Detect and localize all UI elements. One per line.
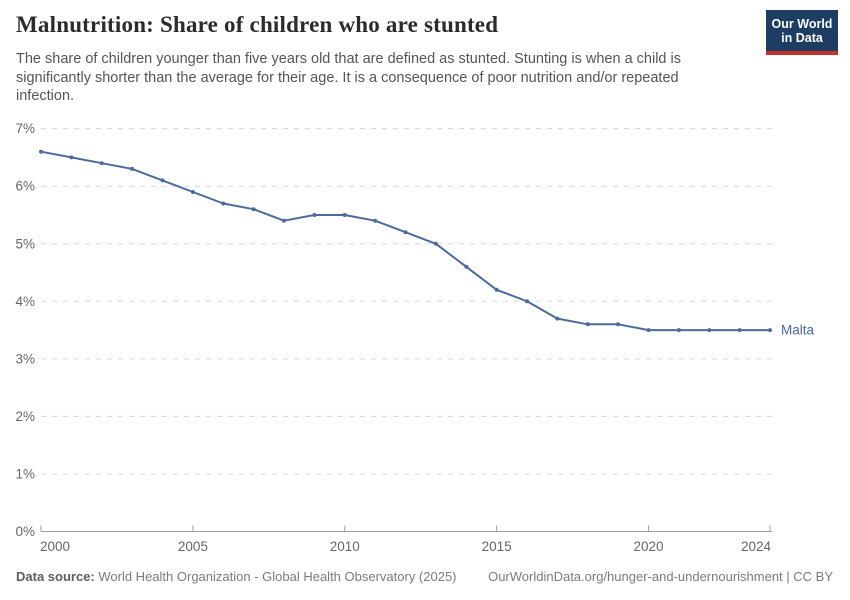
data-point[interactable]	[707, 328, 712, 333]
data-point[interactable]	[190, 190, 195, 194]
data-point[interactable]	[555, 316, 560, 321]
chart-footer: Data source: World Health Organization -…	[16, 569, 833, 584]
y-axis-label: 7%	[15, 121, 35, 136]
y-axis-label: 2%	[15, 409, 35, 424]
chart-subtitle: The share of children younger than five …	[16, 51, 681, 104]
data-point[interactable]	[585, 322, 590, 327]
owid-logo-line2: in Data	[781, 31, 823, 45]
data-point[interactable]	[39, 149, 43, 154]
footer-link[interactable]: OurWorldinData.org/hunger-and-undernouri…	[488, 569, 833, 584]
data-point[interactable]	[433, 241, 438, 246]
x-axis-label: 2010	[330, 539, 360, 554]
data-point[interactable]	[616, 322, 621, 327]
data-point[interactable]	[676, 328, 681, 333]
y-axis-label: 4%	[15, 294, 35, 309]
y-axis-label: 1%	[15, 466, 35, 481]
page-title: Malnutrition: Share of children who are …	[16, 12, 499, 37]
x-axis-label: 2005	[178, 539, 208, 554]
x-axis-label: 2020	[633, 539, 663, 554]
data-source: Data source: World Health Organization -…	[16, 569, 457, 584]
data-point[interactable]	[221, 201, 226, 206]
data-point[interactable]	[403, 230, 408, 235]
data-point[interactable]	[312, 213, 317, 217]
owid-logo-line1: Our World	[771, 17, 833, 31]
y-axis-label: 5%	[15, 236, 35, 251]
data-point[interactable]	[494, 287, 499, 292]
data-point[interactable]	[737, 328, 742, 333]
x-axis-label: 2015	[482, 539, 512, 554]
data-point[interactable]	[160, 178, 165, 183]
series-line	[40, 150, 771, 332]
y-axis-label: 6%	[15, 179, 35, 194]
y-axis-label: 0%	[15, 524, 35, 539]
data-point[interactable]	[99, 161, 104, 166]
x-axis-label: 2000	[40, 539, 70, 554]
data-point[interactable]	[69, 155, 74, 160]
data-source-text: World Health Organization - Global Healt…	[94, 569, 457, 584]
data-point[interactable]	[130, 166, 135, 171]
data-point[interactable]	[464, 264, 469, 269]
data-point[interactable]	[525, 299, 529, 304]
data-point[interactable]	[768, 328, 772, 333]
data-source-label: Data source:	[16, 569, 95, 584]
entity-label[interactable]: Malta	[781, 323, 815, 338]
data-point[interactable]	[373, 218, 378, 223]
owid-logo[interactable]: Our World in Data	[766, 10, 838, 55]
data-point[interactable]	[342, 213, 347, 217]
data-point[interactable]	[251, 207, 256, 212]
data-point[interactable]	[282, 218, 286, 223]
data-point[interactable]	[646, 328, 651, 333]
x-axis-label: 2024	[741, 539, 772, 554]
y-axis-label: 3%	[15, 351, 35, 366]
